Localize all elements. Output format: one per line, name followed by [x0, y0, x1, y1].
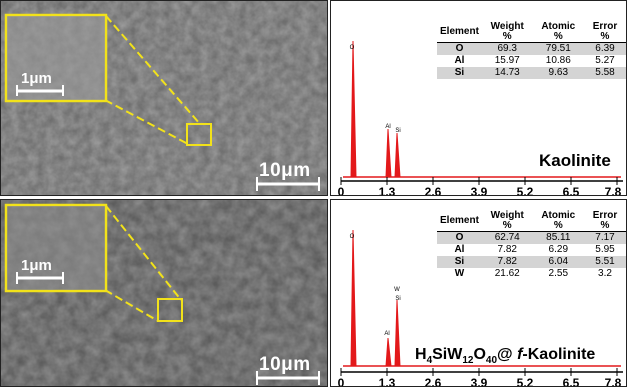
table-row: Al 15.97 10.86 5.27 [454, 55, 615, 66]
eds-spectrum-hsiw-kaolinite: O Al W Si 0 1.3 2.6 3.9 5.2 6.5 7.8 Elem… [330, 199, 627, 387]
x-tick-label: 1.3 [379, 185, 396, 196]
sem-texture [1, 1, 327, 195]
x-tick-label: 0 [338, 376, 345, 387]
inset-scale-label: 1μm [21, 257, 52, 274]
table-row: O 62.74 85.11 7.17 [437, 231, 626, 244]
sem-texture [1, 200, 327, 386]
col-header: Weight % [481, 22, 533, 43]
zoom-guide-line [105, 205, 182, 301]
col-header: Atomic % [532, 211, 584, 232]
peak-o [348, 229, 360, 367]
composition-table: Element Weight % Atomic % Error % O 69.3… [437, 22, 626, 79]
zoom-region-marker [186, 123, 212, 146]
main-scale-label: 10μm [259, 354, 311, 375]
peak-al [383, 128, 394, 178]
peak-label: Al [384, 331, 389, 337]
main-scale-label: 10μm [259, 160, 311, 181]
sample-label: H4SiW12O40@ f-Kaolinite [415, 346, 596, 367]
eds-plot: O Al Si 0 1.3 2.6 3.9 5.2 6.5 7.8 [338, 40, 623, 196]
inset-scale-label: 1μm [21, 70, 52, 87]
x-tick-label: 1.3 [379, 376, 396, 387]
col-header: Error % [584, 22, 626, 43]
peak-label: W [394, 287, 400, 293]
table-row: Al 7.82 6.29 5.95 [454, 244, 615, 255]
table-row: Si 14.73 9.63 5.58 [437, 67, 626, 79]
col-header: Error % [584, 211, 626, 232]
x-tick-label: 5.2 [517, 185, 534, 196]
peak-label: Si [395, 296, 400, 302]
sem-image-kaolinite: 1μm 10μm [0, 0, 328, 196]
eds-spectrum-kaolinite: O Al Si 0 1.3 2.6 3.9 5.2 6.5 7.8 Elemen… [330, 0, 627, 196]
composition-table: Element Weight % Atomic % Error % O 62.7… [437, 211, 626, 280]
peak-label: O [350, 234, 355, 240]
zoom-guide-line [104, 99, 189, 145]
col-header: Atomic % [532, 22, 584, 43]
peak-si [392, 132, 403, 178]
peak-label: Al [385, 124, 390, 130]
col-header: Element [437, 211, 482, 232]
peak-si-w [392, 299, 403, 367]
table-row: Si 7.82 6.04 5.51 [437, 256, 626, 268]
col-header: Element [437, 22, 482, 43]
x-tick-label: 2.6 [425, 185, 442, 196]
x-tick-label: 7.8 [605, 185, 622, 196]
sample-label: Kaolinite [539, 151, 611, 170]
x-tick-label: 6.5 [563, 376, 580, 387]
x-tick-label: 7.8 [605, 376, 622, 387]
sem-image-hsiw-kaolinite: 1μm 10μm [0, 199, 328, 387]
col-header: Weight % [481, 211, 533, 232]
table-row: W 21.62 2.55 3.2 [454, 268, 612, 279]
peak-label: Si [395, 128, 400, 134]
peak-al [383, 337, 394, 367]
x-tick-label: 5.2 [517, 376, 534, 387]
x-tick-label: 6.5 [563, 185, 580, 196]
zoom-region-marker [157, 298, 183, 322]
table-row: O 69.3 79.51 6.39 [437, 42, 626, 55]
x-tick-label: 0 [338, 185, 345, 196]
peak-o [348, 40, 360, 178]
x-tick-label: 2.6 [425, 376, 442, 387]
eds-plot: O Al W Si 0 1.3 2.6 3.9 5.2 6.5 7.8 [338, 229, 623, 387]
x-tick-label: 3.9 [471, 376, 488, 387]
zoom-guide-line [104, 289, 159, 322]
peak-label: O [350, 45, 355, 51]
x-tick-label: 3.9 [471, 185, 488, 196]
